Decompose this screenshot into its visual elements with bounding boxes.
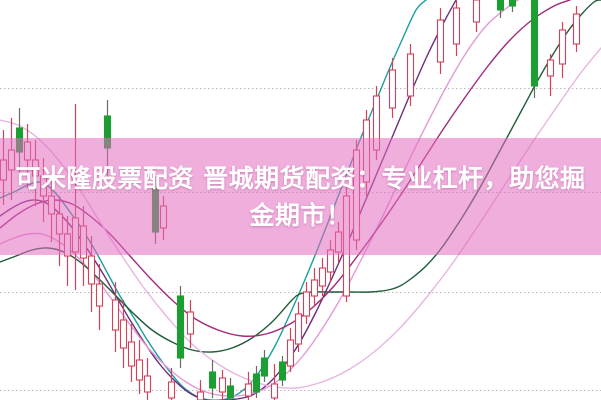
candlestick	[318, 258, 327, 296]
candle-body	[143, 375, 152, 393]
candlestick	[278, 356, 287, 386]
candlestick	[111, 282, 120, 352]
candle-body	[294, 313, 303, 345]
candle-body	[302, 291, 311, 317]
candlestick	[260, 350, 269, 382]
promo-banner-overlay: 可米隆股票配资 晋城期货配资：专业杠杆，助您掘金期市！	[0, 138, 601, 255]
candlestick	[270, 364, 279, 400]
candle-body	[252, 373, 261, 393]
candle-body	[530, 0, 539, 87]
candle-body	[119, 319, 128, 349]
candlestick	[302, 282, 311, 324]
candle-body	[196, 391, 205, 400]
candlestick	[208, 360, 217, 398]
candlestick	[252, 366, 261, 398]
candle-body	[558, 29, 567, 65]
candlestick	[310, 268, 319, 306]
candle-body	[186, 311, 195, 335]
candle-body	[436, 19, 445, 63]
candlestick	[244, 372, 253, 400]
candle-body	[496, 0, 505, 11]
candle-body	[111, 299, 120, 331]
candlestick	[218, 370, 227, 400]
candle-body	[218, 377, 227, 393]
candle-body	[278, 361, 287, 381]
candlestick	[530, 0, 539, 98]
candle-body	[167, 381, 176, 399]
candle-body	[318, 267, 327, 287]
candle-body	[135, 359, 144, 381]
candle-body	[226, 385, 235, 399]
candle-body	[472, 0, 481, 23]
candle-body	[572, 13, 581, 45]
candlestick	[436, 8, 445, 74]
promo-banner-text: 可米隆股票配资 晋城期货配资：专业杠杆，助您掘金期市！	[15, 163, 586, 230]
candlestick	[143, 358, 152, 400]
ma-line-ma-darkgreen	[0, 0, 601, 353]
candlestick	[127, 324, 136, 382]
candle-body	[208, 371, 217, 389]
candle-body	[176, 295, 185, 359]
candle-body	[508, 0, 517, 7]
candlestick	[286, 328, 295, 372]
candlestick	[119, 300, 128, 368]
candle-body	[244, 383, 253, 397]
candlestick	[452, 0, 461, 56]
candlestick	[472, 0, 481, 32]
candle-body	[310, 279, 319, 297]
candle-body	[406, 53, 415, 97]
candlestick	[388, 58, 397, 118]
candlestick	[196, 380, 205, 400]
candle-body	[127, 341, 136, 367]
candle-body	[270, 383, 279, 399]
candle-body	[95, 283, 104, 307]
candlestick	[546, 54, 555, 96]
candlestick	[508, 0, 517, 12]
candle-body	[452, 7, 461, 45]
candlestick	[176, 286, 185, 368]
candle-body	[260, 357, 269, 377]
candle-body	[87, 255, 96, 285]
candlestick	[572, 6, 581, 52]
candle-body	[546, 59, 555, 77]
candlestick	[226, 378, 235, 400]
candlestick	[95, 264, 104, 330]
candle-body	[388, 69, 397, 109]
candlestick	[294, 302, 303, 352]
candlestick	[186, 300, 195, 348]
candlestick	[558, 22, 567, 78]
candlestick	[167, 368, 176, 400]
candlestick	[496, 0, 505, 18]
candle-body	[286, 339, 295, 367]
candlestick	[135, 340, 144, 394]
candlestick	[406, 44, 415, 106]
